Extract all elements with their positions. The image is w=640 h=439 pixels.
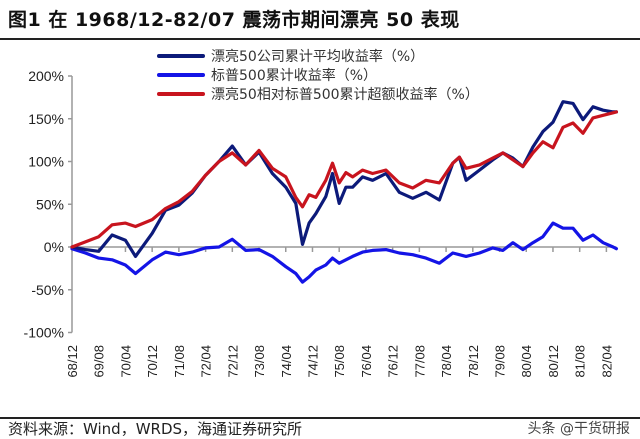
y-tick-label: 50%	[36, 196, 64, 212]
watermark: 头条 @干货研报	[527, 421, 630, 437]
x-tick-label: 79/08	[493, 345, 508, 378]
legend: 漂亮50公司累计平均收益率（%） 标普500累计收益率（%） 漂亮50相对标普5…	[157, 46, 479, 103]
x-tick-label: 75/08	[332, 345, 347, 378]
x-tick-label: 69/08	[92, 345, 107, 378]
x-tick-label: 68/12	[65, 345, 80, 378]
x-tick-label: 72/12	[225, 345, 240, 378]
legend-swatch	[157, 91, 205, 96]
x-tick-label: 80/12	[546, 345, 561, 378]
y-tick-label: 200%	[28, 68, 64, 84]
x-tick-label: 77/08	[412, 345, 427, 378]
x-tick-label: 78/12	[466, 345, 481, 378]
x-tick-label: 82/04	[599, 345, 614, 378]
y-tick-label: -100%	[24, 325, 64, 341]
footer-divider	[0, 417, 640, 419]
x-tick-label: 72/04	[199, 345, 214, 378]
x-tick-label: 74/04	[279, 345, 294, 378]
x-tick-label: 73/08	[252, 345, 267, 378]
figure-title: 图1 在 1968/12-82/07 震荡市期间漂亮 50 表现	[8, 9, 460, 31]
legend-label: 标普500累计收益率（%）	[211, 67, 378, 84]
x-tick-label: 80/04	[519, 345, 534, 378]
series-line-sp500	[70, 221, 618, 284]
x-tick-label: 70/12	[145, 345, 160, 378]
y-tick-label: 100%	[28, 154, 64, 170]
series-line-excess	[70, 110, 618, 249]
legend-swatch	[157, 53, 205, 58]
x-tick-label: 81/08	[573, 345, 588, 378]
series-line-nifty50	[70, 100, 618, 258]
legend-item-excess: 漂亮50相对标普500累计超额收益率（%）	[157, 84, 479, 103]
legend-item-sp500: 标普500累计收益率（%）	[157, 65, 479, 84]
title-divider	[0, 38, 640, 40]
source-note: 资料来源：Wind，WRDS，海通证券研究所	[8, 420, 303, 438]
legend-label: 漂亮50相对标普500累计超额收益率（%）	[211, 86, 479, 103]
y-tick-label: 150%	[28, 111, 64, 127]
x-tick-label: 70/04	[118, 345, 133, 378]
x-tick-label: 71/08	[172, 345, 187, 378]
x-tick-label: 76/04	[359, 345, 374, 378]
y-tick-label: 0%	[44, 239, 64, 255]
y-tick-label: -50%	[31, 282, 64, 298]
x-tick-label: 78/04	[439, 345, 454, 378]
legend-item-nifty50: 漂亮50公司累计平均收益率（%）	[157, 46, 479, 65]
legend-swatch	[157, 72, 205, 77]
x-tick-label: 74/12	[305, 345, 320, 378]
legend-label: 漂亮50公司累计平均收益率（%）	[211, 48, 425, 65]
x-tick-label: 76/12	[386, 345, 401, 378]
